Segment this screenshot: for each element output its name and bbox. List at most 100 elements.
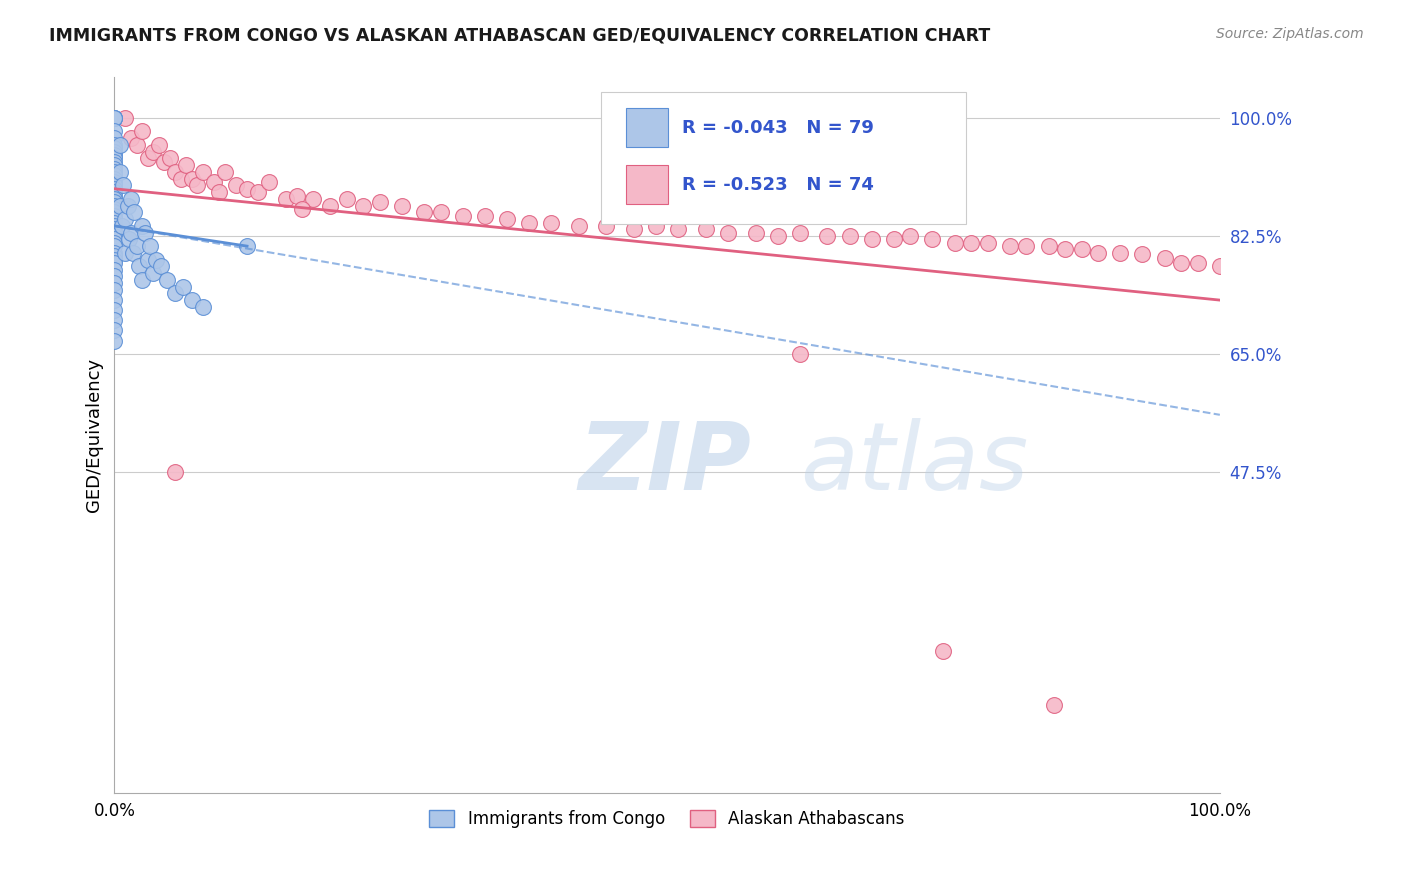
Point <box>103 168 125 182</box>
Point <box>103 313 125 327</box>
Point <box>898 229 921 244</box>
Point <box>186 178 208 193</box>
Point <box>117 199 139 213</box>
Text: R = -0.043   N = 79: R = -0.043 N = 79 <box>682 119 873 136</box>
Point <box>960 235 983 250</box>
Point <box>274 192 297 206</box>
Point <box>568 219 591 233</box>
Point <box>495 212 517 227</box>
Point <box>165 286 187 301</box>
Point <box>921 232 943 246</box>
Point <box>540 215 562 229</box>
Point <box>860 232 883 246</box>
Point <box>335 192 357 206</box>
Point <box>170 171 193 186</box>
Point <box>623 222 645 236</box>
Point <box>103 131 125 145</box>
Point <box>998 239 1021 253</box>
Point <box>174 158 197 172</box>
Point <box>1109 245 1132 260</box>
Point <box>103 245 125 260</box>
Point <box>103 303 125 318</box>
Point <box>191 165 214 179</box>
Point <box>103 239 125 253</box>
Point <box>103 152 125 166</box>
Point <box>1054 243 1077 257</box>
Point <box>103 232 125 246</box>
Point <box>103 222 125 236</box>
Point <box>1170 256 1192 270</box>
Point <box>302 192 325 206</box>
Point <box>136 252 159 267</box>
Point <box>247 185 270 199</box>
Point <box>103 154 125 169</box>
Point <box>103 323 125 337</box>
Point <box>789 347 811 361</box>
Point <box>236 182 259 196</box>
Point <box>125 239 148 253</box>
Point <box>153 154 176 169</box>
Point <box>429 205 451 219</box>
Point <box>103 219 125 233</box>
Point <box>1015 239 1038 253</box>
Point <box>103 111 125 125</box>
Point <box>1153 252 1175 266</box>
Point <box>645 219 668 233</box>
Point <box>118 232 141 246</box>
Point <box>1187 256 1209 270</box>
Point <box>125 137 148 152</box>
Point <box>120 131 142 145</box>
Point <box>103 212 125 227</box>
Point <box>352 199 374 213</box>
Point <box>142 145 165 159</box>
Text: atlas: atlas <box>800 418 1028 509</box>
Point <box>517 215 540 229</box>
Point <box>103 205 125 219</box>
Point <box>103 111 125 125</box>
Point <box>103 124 125 138</box>
Point <box>172 279 194 293</box>
Point <box>103 171 125 186</box>
Point <box>103 209 125 223</box>
Point <box>474 209 496 223</box>
Point <box>103 202 125 216</box>
Point <box>717 226 740 240</box>
Point <box>943 235 966 250</box>
Point <box>165 465 187 479</box>
Point <box>883 232 905 246</box>
Point <box>114 212 136 227</box>
Point <box>136 152 159 166</box>
Point <box>236 239 259 253</box>
Point <box>142 266 165 280</box>
Point <box>103 277 125 291</box>
Point <box>149 260 172 274</box>
Point <box>103 175 125 189</box>
Point <box>103 199 125 213</box>
Text: Source: ZipAtlas.com: Source: ZipAtlas.com <box>1216 27 1364 41</box>
Point <box>108 199 131 213</box>
Point <box>103 226 125 240</box>
Point <box>103 192 125 206</box>
Point <box>120 226 142 240</box>
Point <box>124 205 146 219</box>
Point <box>225 178 247 193</box>
Point <box>103 215 125 229</box>
Point <box>976 235 998 250</box>
Point <box>1132 247 1154 261</box>
Point <box>103 293 125 307</box>
Point <box>103 256 125 270</box>
Point <box>103 334 125 348</box>
Point <box>148 137 170 152</box>
FancyBboxPatch shape <box>600 92 966 224</box>
Point <box>319 199 342 213</box>
Point <box>391 199 413 213</box>
Legend: Immigrants from Congo, Alaskan Athabascans: Immigrants from Congo, Alaskan Athabasca… <box>423 803 911 834</box>
Point <box>103 141 125 155</box>
Point <box>1043 698 1066 712</box>
Point <box>103 182 125 196</box>
Point <box>103 111 125 125</box>
Point <box>285 188 308 202</box>
Point <box>180 171 202 186</box>
Point <box>695 222 717 236</box>
Point <box>103 185 125 199</box>
